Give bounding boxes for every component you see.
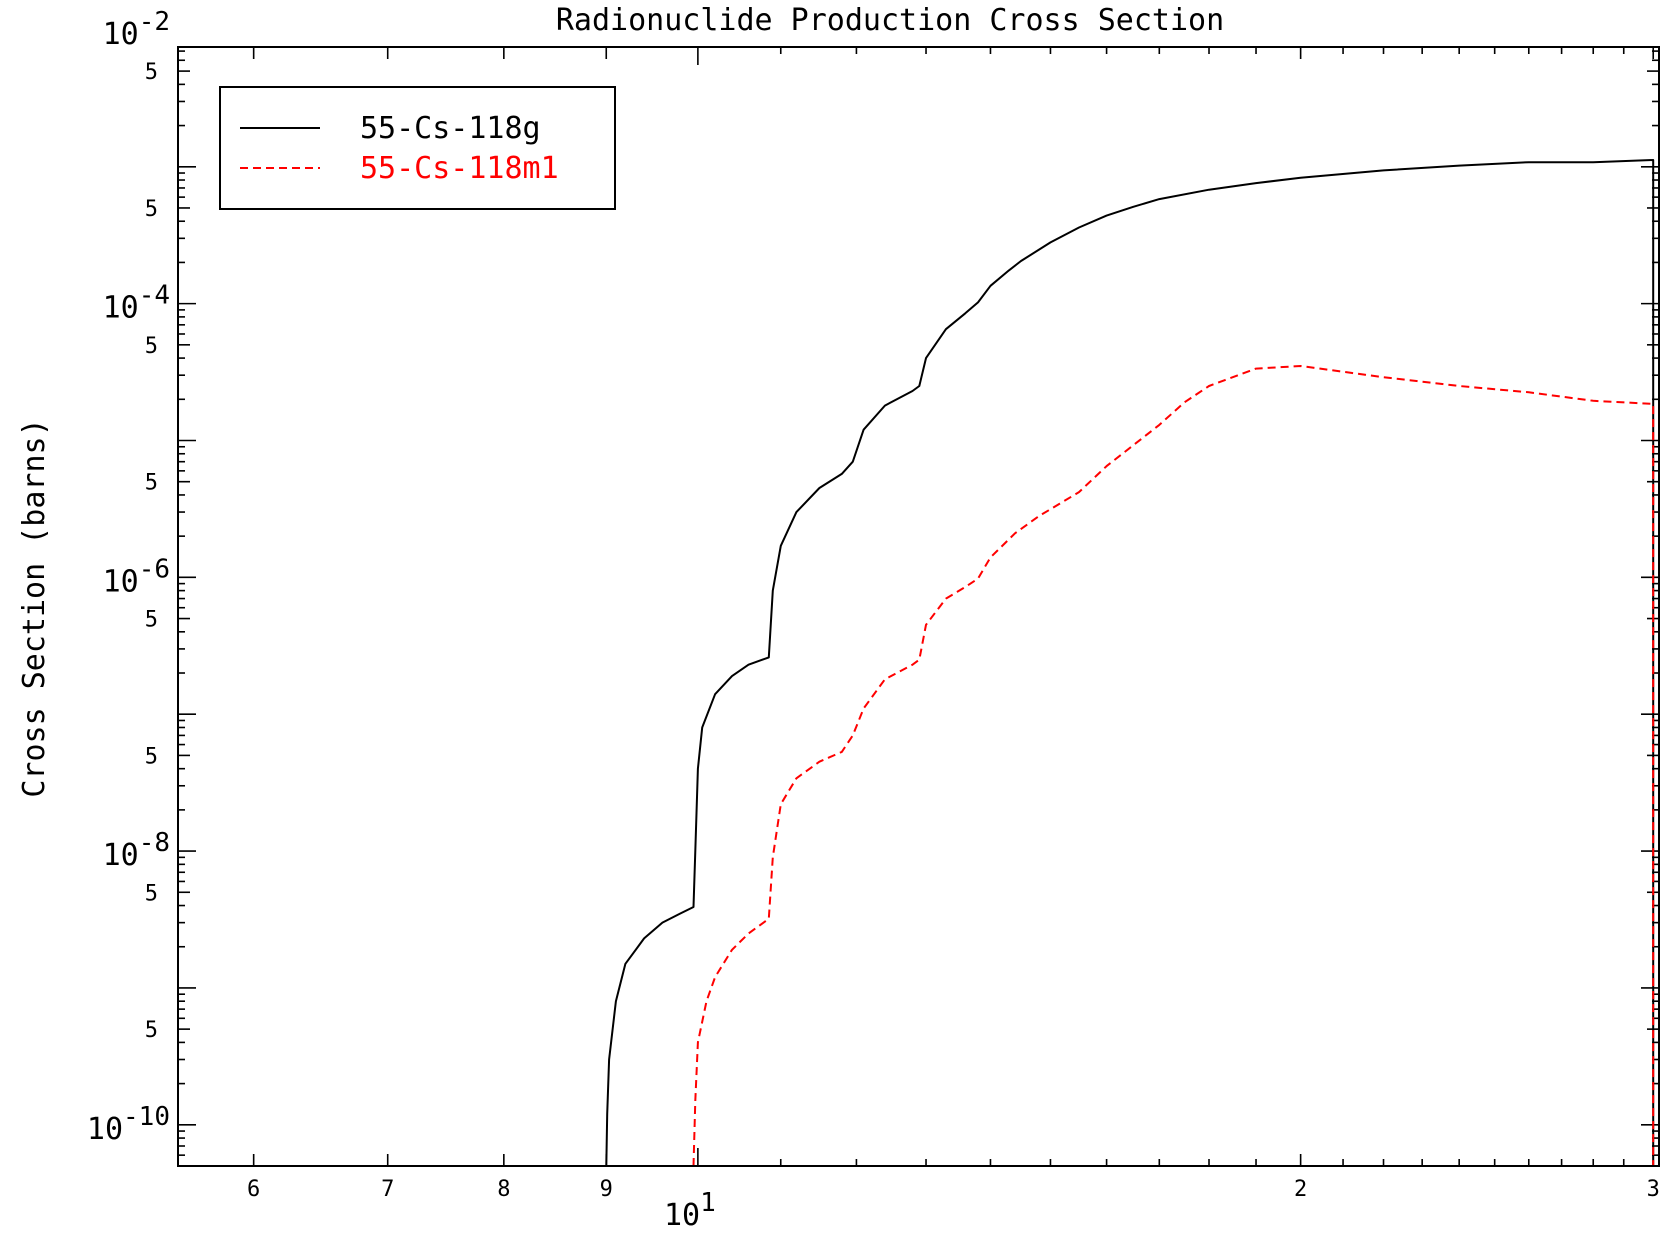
y-tick-label: 10-6 xyxy=(103,554,170,599)
chart-title: Radionuclide Production Cross Section xyxy=(556,3,1224,38)
y-tick-label: 5 xyxy=(145,744,158,769)
y-tick-label: 5 xyxy=(145,1018,158,1043)
x-tick-label: 101 xyxy=(664,1188,716,1233)
legend-label: 55-Cs-118g xyxy=(360,111,541,146)
x-tick-label: 2 xyxy=(1294,1177,1307,1202)
axis-ticks: 10-2 10-4 10-6 10-8 10-10 5 5 5 5 5 5 5 5 6 7 8 9 2 3 101 xyxy=(87,7,1660,1233)
y-tick-label: 5 xyxy=(145,881,158,906)
y-tick-label: 10-2 xyxy=(103,7,170,52)
y-tick-label: 10-10 xyxy=(87,1102,170,1147)
legend: 55-Cs-118g 55-Cs-118m1 xyxy=(219,86,616,210)
y-tick-label: 5 xyxy=(145,197,158,222)
legend-label: 55-Cs-118m1 xyxy=(360,151,559,186)
x-tick-label: 9 xyxy=(600,1177,613,1202)
y-tick-label: 5 xyxy=(145,60,158,85)
y-tick-label: 5 xyxy=(145,334,158,359)
x-tick-label: 8 xyxy=(497,1177,510,1202)
y-axis-label: Cross Section (barns) xyxy=(17,418,52,797)
legend-box xyxy=(219,86,616,210)
x-tick-label: 6 xyxy=(247,1177,260,1202)
y-tick-label: 10-4 xyxy=(103,281,170,326)
y-tick-label: 5 xyxy=(145,471,158,496)
series-line-1 xyxy=(605,159,1655,1167)
data-series xyxy=(605,159,1655,1167)
series-line-2 xyxy=(692,365,1655,1167)
y-tick-label: 10-8 xyxy=(103,828,170,873)
x-tick-label: 3 xyxy=(1647,1177,1660,1202)
y-tick-label: 5 xyxy=(145,608,158,633)
x-tick-label: 7 xyxy=(381,1177,394,1202)
plot-frame xyxy=(177,46,1660,1167)
